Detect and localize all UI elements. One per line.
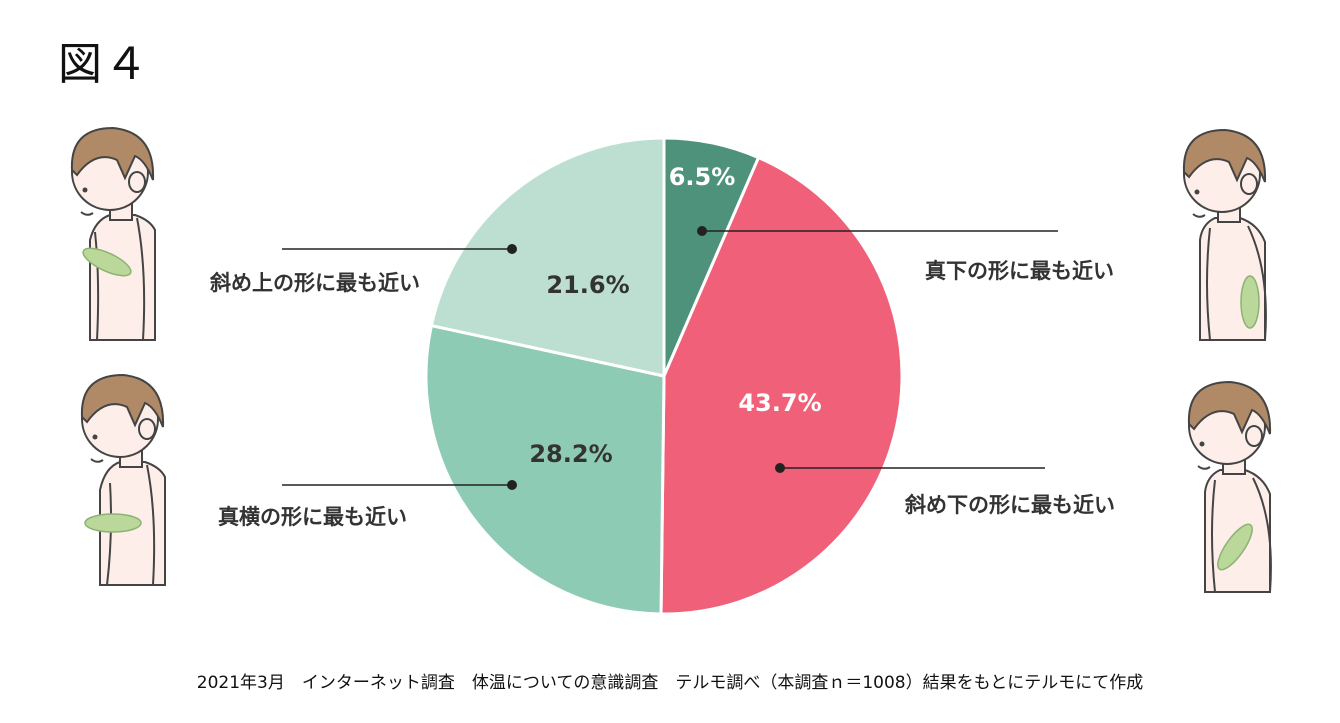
slice-category-label: 斜め上の形に最も近い bbox=[209, 271, 420, 295]
figure-label: 図４ bbox=[58, 39, 150, 90]
slice-value-label: 28.2% bbox=[529, 440, 612, 468]
slice-value-label: 43.7% bbox=[738, 389, 821, 417]
slice-category-label: 斜め下の形に最も近い bbox=[904, 493, 1115, 517]
person-thermometer-diagonal-down-icon bbox=[1187, 380, 1272, 593]
slice-category-label: 真横の形に最も近い bbox=[218, 505, 407, 529]
slice-value-label: 6.5% bbox=[669, 163, 736, 191]
person-thermometer-straight-down-icon bbox=[1182, 128, 1267, 341]
leader-dot bbox=[507, 480, 517, 490]
slice-value-label: 21.6% bbox=[546, 271, 629, 299]
footnote: 2021年3月 インターネット調査 体温についての意識調査 テルモ調べ（本調査ｎ… bbox=[196, 673, 1144, 693]
person-thermometer-horizontal-icon bbox=[80, 373, 166, 586]
leader-dot bbox=[507, 244, 517, 254]
pie-slice bbox=[659, 155, 904, 616]
slice-category-label: 真下の形に最も近い bbox=[925, 259, 1114, 283]
leader-dot bbox=[775, 463, 785, 473]
pie-slice bbox=[424, 323, 666, 616]
pie-slice bbox=[429, 136, 666, 378]
leader-dot bbox=[697, 226, 707, 236]
person-thermometer-upward-icon bbox=[70, 126, 156, 341]
